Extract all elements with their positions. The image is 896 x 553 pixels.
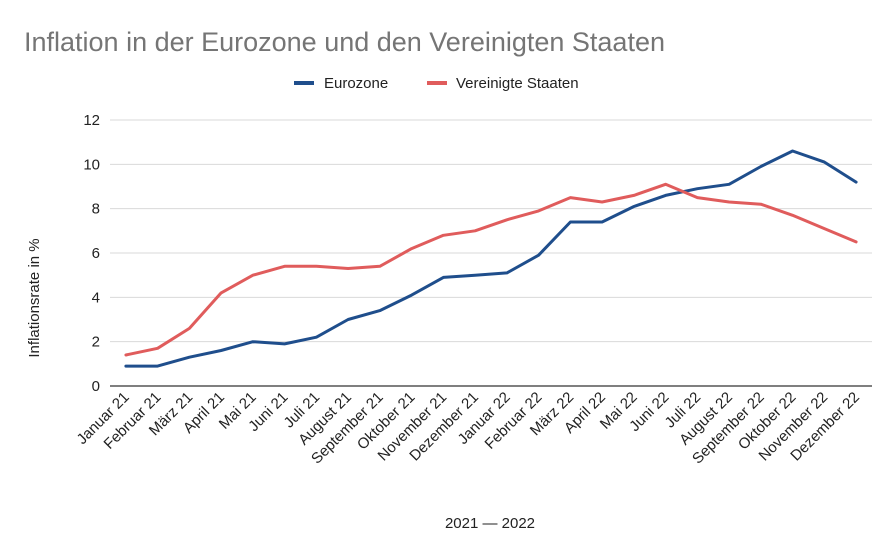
series-line-eurozone	[124, 149, 858, 368]
series-line-vereinigte-staaten	[124, 182, 858, 357]
series-lines	[124, 149, 858, 368]
y-tick-label: 10	[83, 156, 100, 173]
y-tick-label: 2	[92, 334, 100, 351]
legend-label-vereinigte-staaten: Vereinigte Staaten	[456, 75, 579, 92]
y-tick-label: 0	[92, 378, 100, 395]
legend-label-eurozone: Eurozone	[324, 75, 388, 92]
y-tick-label: 12	[83, 112, 100, 129]
gridlines	[110, 119, 872, 387]
chart-title: Inflation in der Eurozone und den Verein…	[24, 27, 665, 57]
y-axis-label: Inflationsrate in %	[26, 238, 43, 357]
y-tick-label: 4	[92, 289, 100, 306]
y-tick-label: 6	[92, 245, 100, 262]
y-axis-ticks: 0 2 4 6 8 10 12	[83, 112, 100, 395]
x-axis-label: 2021 — 2022	[445, 515, 535, 532]
legend: Eurozone Vereinigte Staaten	[294, 75, 579, 92]
y-tick-label: 8	[92, 201, 100, 218]
